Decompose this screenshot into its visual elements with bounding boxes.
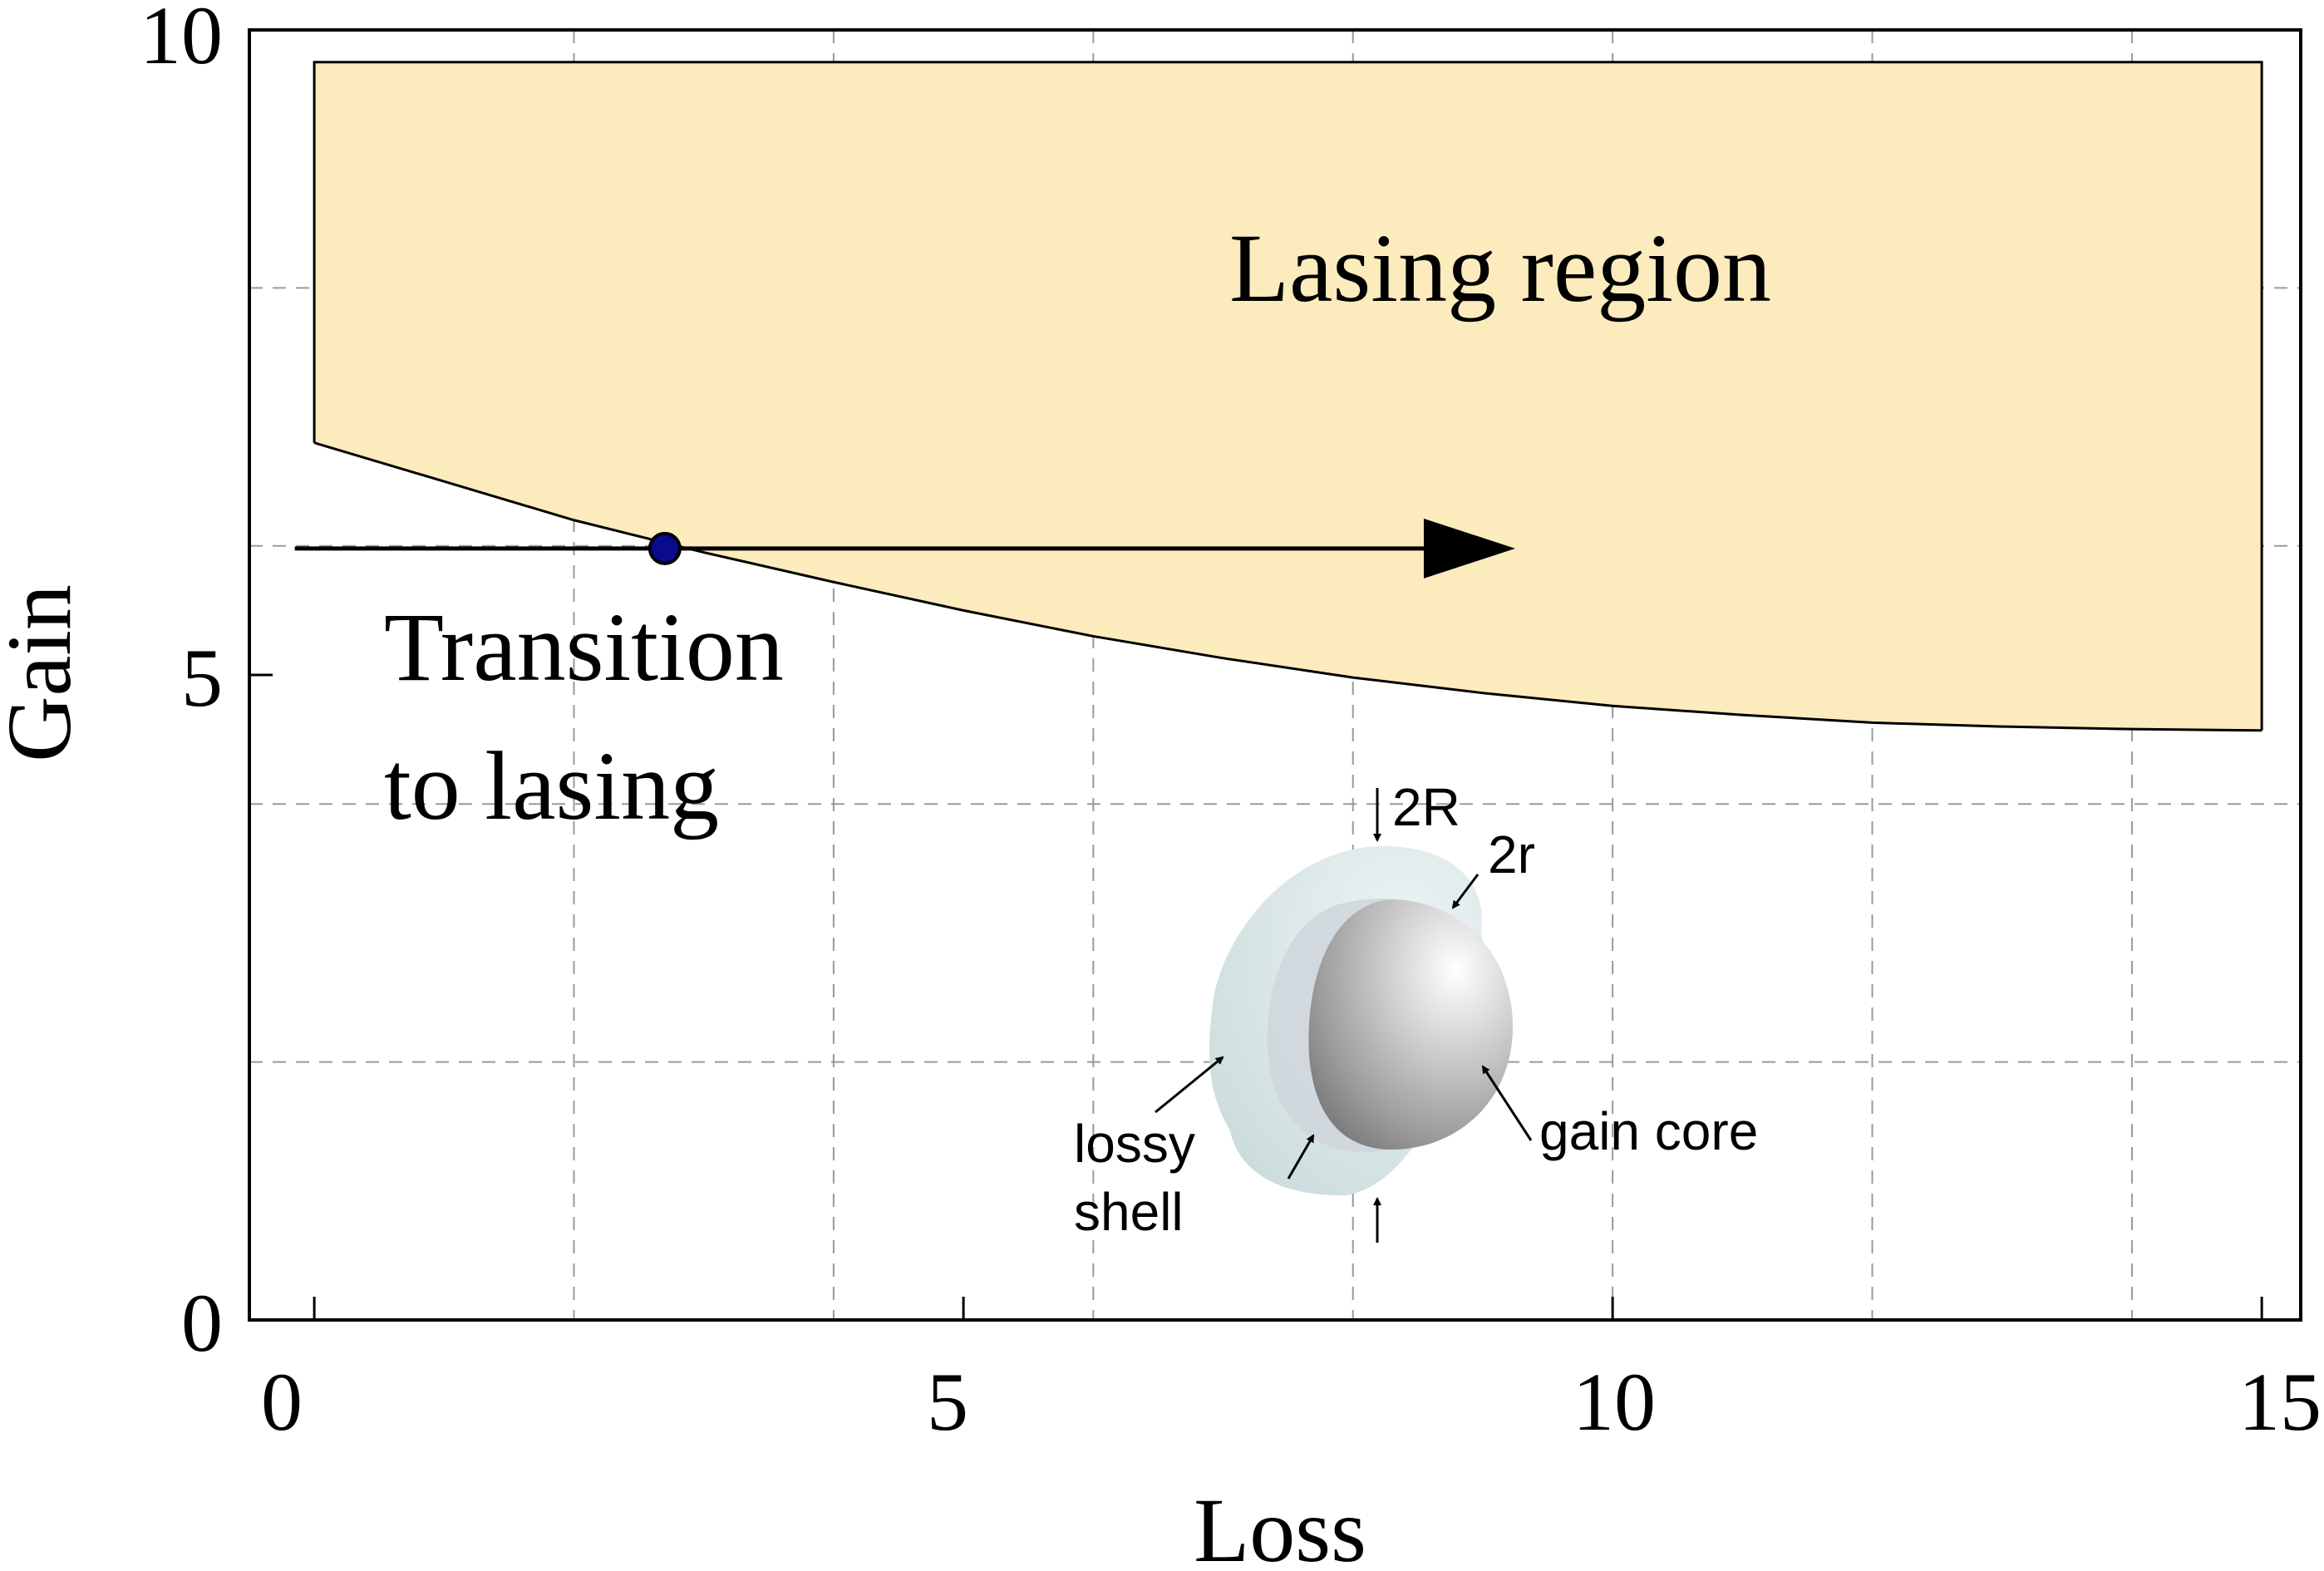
x-tick-label: 10: [1573, 1356, 1656, 1448]
y-tick-label: 10: [140, 0, 223, 81]
gain-core-sphere: [1308, 899, 1513, 1150]
inner-diameter-pointer: [1451, 874, 1480, 909]
shell-pointer-lower: [1287, 1134, 1315, 1179]
x-tick-label: 5: [927, 1356, 968, 1448]
core-shell-particle-inset: 2R 2r lossy shell gain core: [1074, 777, 1758, 1243]
x-tick-label: 15: [2238, 1356, 2322, 1448]
inner-diameter-label: 2r: [1488, 825, 1535, 884]
tick-labels: 0 5 10 15 0 5 10: [140, 0, 2322, 1448]
lasing-region-border: [313, 61, 2263, 731]
transition-label-line1: Transition: [384, 593, 784, 702]
y-tick-label: 0: [181, 1277, 223, 1369]
y-tick-label: 5: [181, 632, 223, 724]
lasing-region-label: Lasing region: [1229, 214, 1771, 323]
shell-pointer-upper: [1155, 1056, 1224, 1114]
x-tick-label: 0: [261, 1356, 303, 1448]
lossy-shell-label-line2: shell: [1074, 1182, 1184, 1242]
lasing-region-layer: [313, 61, 2263, 732]
transition-arrow-layer: [294, 518, 1515, 579]
lossy-shell-label-line1: lossy: [1074, 1114, 1195, 1174]
transition-label-line2: to lasing: [384, 731, 719, 840]
x-axis-title: Loss: [1194, 1480, 1366, 1571]
outer-diameter-label: 2R: [1392, 777, 1460, 837]
y-axis-title: Gain: [0, 584, 90, 762]
lasing-threshold-point: [647, 531, 682, 565]
transition-arrow-head: [1423, 518, 1515, 579]
core-pointer: [1481, 1065, 1533, 1141]
lasing-threshold-curve: [313, 441, 2262, 732]
gain-core-label: gain core: [1539, 1101, 1758, 1161]
lasing-region-fill: [314, 62, 2262, 731]
axis-ticks: [249, 28, 2263, 1322]
